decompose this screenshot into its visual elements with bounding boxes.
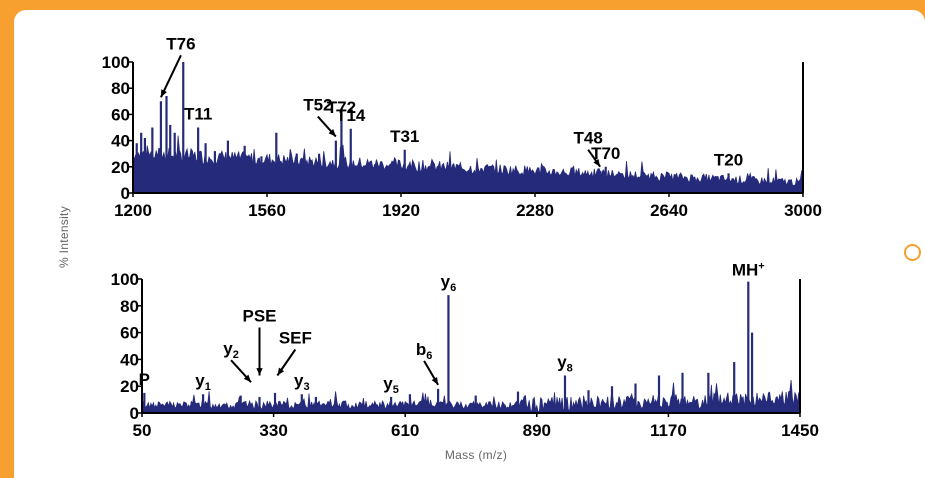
x-tick-label: 1200 <box>114 201 152 220</box>
peak-label: y1 <box>195 371 211 393</box>
y-tick-label: 100 <box>111 270 139 289</box>
arrow-head <box>328 129 336 137</box>
peak-label: y8 <box>557 352 573 374</box>
peak-label: T14 <box>336 106 366 125</box>
peak-label: y3 <box>294 371 310 393</box>
x-tick-label: 1920 <box>382 201 420 220</box>
x-axis-label: Mass (m/z) <box>444 448 508 462</box>
x-tick-label: 1170 <box>650 421 687 440</box>
peak-label: b6 <box>416 340 433 362</box>
y-tick-label: 40 <box>120 350 139 369</box>
x-tick-label: 1560 <box>248 201 286 220</box>
y-tick-label: 0 <box>130 404 139 423</box>
peak-label: T52 <box>303 96 332 115</box>
y-tick-label: 20 <box>120 377 139 396</box>
y-tick-label: 60 <box>111 105 130 124</box>
x-tick-label: 50 <box>133 421 152 440</box>
arrow-head <box>160 89 167 98</box>
x-tick-label: 610 <box>391 421 419 440</box>
peak-label: T11 <box>184 105 212 124</box>
x-tick-label: 330 <box>259 421 287 440</box>
peak-label: SEF <box>279 329 312 348</box>
peak-label: y5 <box>383 374 399 396</box>
peak-label: T72 <box>327 98 356 117</box>
peak-label: PSE <box>242 307 276 326</box>
peak-label: T76 <box>166 34 195 53</box>
peak-label: y2 <box>223 339 239 361</box>
y-tick-label: 20 <box>111 158 130 177</box>
y-tick-label: 0 <box>121 184 130 203</box>
peak-label: T70 <box>591 144 620 163</box>
y-tick-label: 60 <box>120 324 139 343</box>
arrow-head <box>277 367 285 376</box>
peak-label: MH+ <box>732 261 765 280</box>
arrow-head <box>431 376 439 385</box>
peak-label: y6 <box>441 272 457 294</box>
y-tick-label: 40 <box>111 132 130 151</box>
x-tick-label: 2280 <box>516 201 554 220</box>
arrow-head <box>243 374 252 383</box>
annotation-arrow <box>160 54 182 98</box>
peak-label: T31 <box>390 127 419 146</box>
peak-label: T48 <box>573 129 602 148</box>
peak-label: P <box>139 370 150 389</box>
peak-label: T20 <box>714 150 743 169</box>
x-tick-label: 1450 <box>781 421 819 440</box>
y-tick-label: 80 <box>120 297 139 316</box>
x-tick-label: 3000 <box>784 201 822 220</box>
y-tick-label: 100 <box>102 53 130 72</box>
arrow-head <box>593 158 601 167</box>
arrow-head <box>256 368 263 376</box>
y-tick-label: 80 <box>111 79 130 98</box>
x-tick-label: 2640 <box>650 201 688 220</box>
circle-icon <box>904 244 921 261</box>
x-tick-label: 890 <box>523 421 551 440</box>
